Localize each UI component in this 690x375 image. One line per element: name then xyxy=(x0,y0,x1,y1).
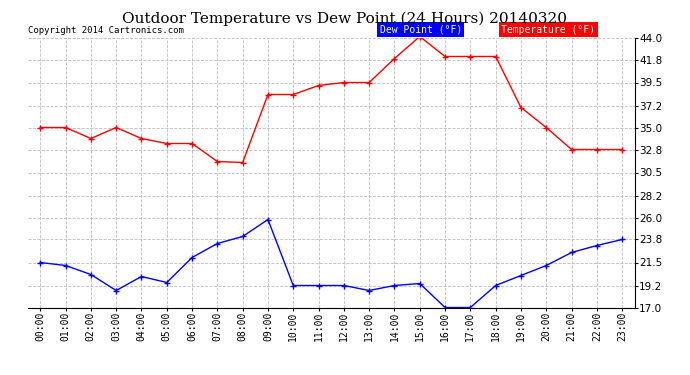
Text: Outdoor Temperature vs Dew Point (24 Hours) 20140320: Outdoor Temperature vs Dew Point (24 Hou… xyxy=(123,11,567,26)
Text: Copyright 2014 Cartronics.com: Copyright 2014 Cartronics.com xyxy=(28,26,184,35)
Text: Dew Point (°F): Dew Point (°F) xyxy=(380,25,462,35)
Text: Temperature (°F): Temperature (°F) xyxy=(501,25,595,35)
